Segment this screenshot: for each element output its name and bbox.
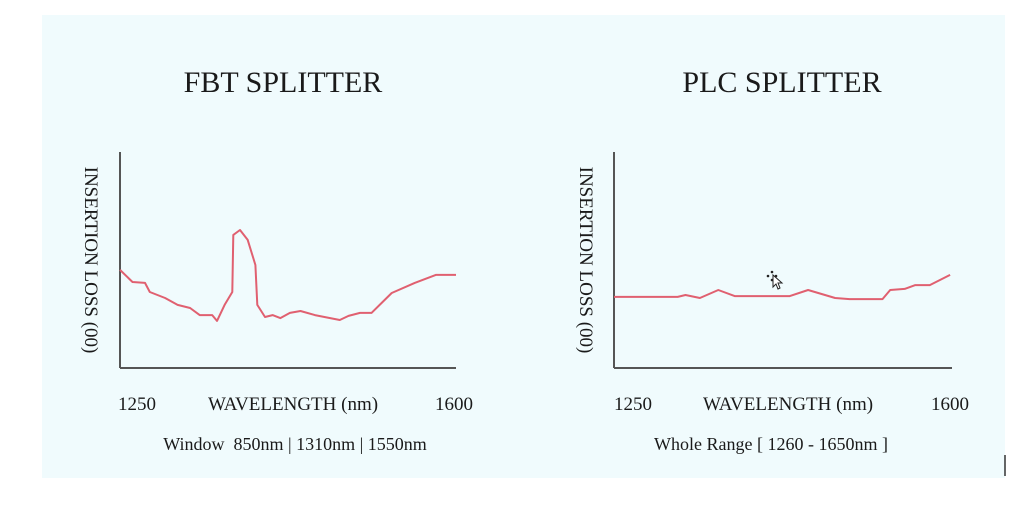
series-line-plc: [614, 274, 951, 301]
fbt-chart: FBT SPLITTER INSERTION LOSS (00) 1250 16…: [80, 66, 473, 454]
chart-caption: Whole Range [ 1260 - 1650nm ]: [654, 434, 888, 454]
x-tick-label: 1600: [435, 394, 473, 415]
chart-title: FBT SPLITTER: [184, 66, 383, 99]
y-axis-label: INSERTION LOSS (00): [575, 167, 596, 354]
mouse-cursor-icon: [766, 270, 784, 290]
plc-chart: PLC SPLITTER INSERTION LOSS (00) 1250 16…: [575, 66, 969, 454]
chart-title: PLC SPLITTER: [682, 66, 881, 99]
x-tick-label: 1250: [614, 394, 652, 415]
chart-caption: Window 850nm | 1310nm | 1550nm: [163, 434, 426, 454]
x-axis-label: WAVELENGTH (nm): [703, 394, 873, 415]
x-tick-label: 1600: [931, 394, 969, 415]
slide-background: [42, 15, 1005, 478]
y-axis-label: INSERTION LOSS (00): [80, 167, 101, 354]
x-axis-label: WAVELENGTH (nm): [208, 394, 378, 415]
series-line-fbt: [119, 229, 456, 322]
x-tick-label: 1250: [118, 394, 156, 415]
